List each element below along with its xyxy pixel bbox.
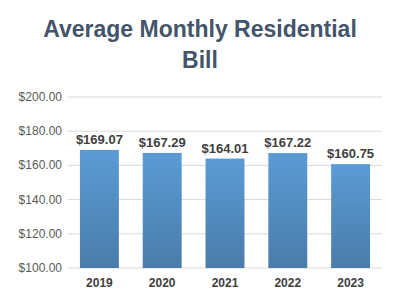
x-tick-label: 2019 [86,276,113,290]
data-label: $160.75 [327,146,374,161]
chart-container: Average Monthly ResidentialBill $100.00 $1… [0,0,400,303]
y-tick-label: $100.00 [19,261,63,275]
data-label: $167.22 [264,135,311,150]
y-tick-label: $200.00 [19,90,63,104]
bars [80,150,370,268]
x-tick-label: 2021 [212,276,239,290]
data-label: $164.01 [202,141,249,156]
bar [80,150,119,268]
x-tick-label: 2020 [149,276,176,290]
x-tick-label: 2022 [274,276,301,290]
chart-svg: Average Monthly ResidentialBill $100.00 $1… [0,0,400,303]
background [0,0,400,303]
x-tick-label: 2023 [337,276,364,290]
data-label: $169.07 [76,132,123,147]
title: Average Monthly ResidentialBill [43,16,357,73]
bar [268,153,307,268]
bar [143,153,182,268]
grid [68,97,382,268]
y-tick-label: $140.00 [19,193,63,207]
data-label: $167.29 [139,135,186,150]
bar [331,164,370,268]
grid-line [68,97,382,98]
y-tick-label: $120.00 [19,227,63,241]
bar [206,159,245,268]
y-tick-label: $180.00 [19,124,63,138]
y-tick-label: $160.00 [19,158,63,172]
labels: $169.07 $167.29 $164.01 $167.22 $160.75 [76,132,374,161]
